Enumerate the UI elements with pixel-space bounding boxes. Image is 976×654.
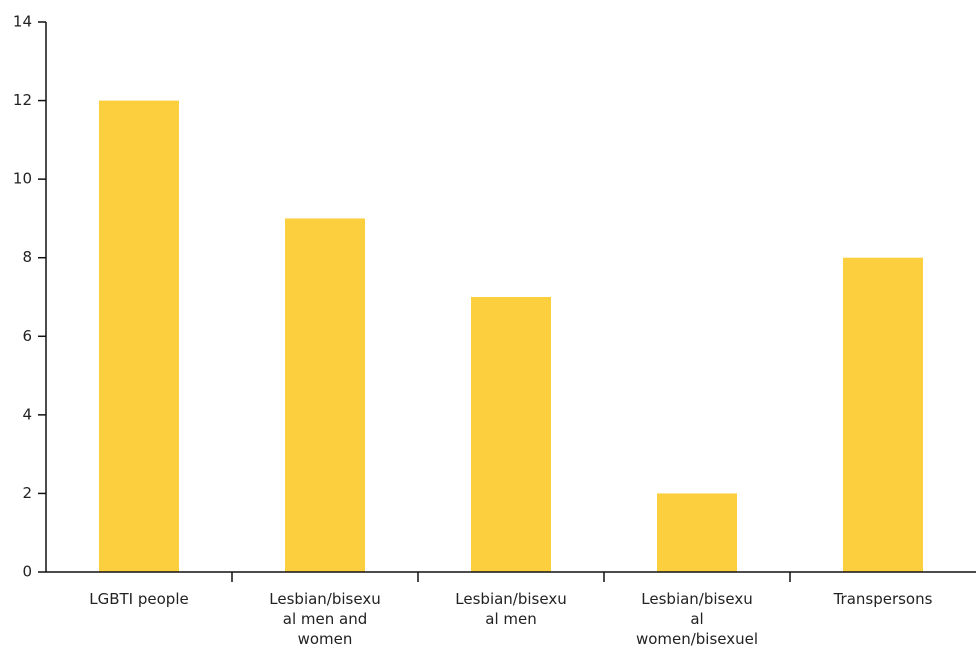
x-category-label-line: al [690,610,703,628]
x-category-label-line: Lesbian/bisexu [269,590,380,608]
x-category-label-line: Lesbian/bisexu [641,590,752,608]
bars-layer [99,100,923,572]
bar-4 [843,257,923,572]
y-tick-label-7: 14 [13,13,32,31]
x-category-label-line: women [298,630,353,648]
bar-2 [471,297,551,572]
x-category-label-0: LGBTI people [89,590,188,608]
y-tick-label-1: 2 [22,484,32,502]
x-category-label-line: women/bisexuel [636,630,758,648]
y-tick-label-5: 10 [13,170,32,188]
bar-3 [657,493,737,572]
x-category-label-line: LGBTI people [89,590,188,608]
x-category-label-line: Lesbian/bisexu [455,590,566,608]
y-tick-label-0: 0 [22,563,32,581]
axes-layer [38,21,976,582]
bar-0 [99,100,179,572]
x-category-label-4: Transpersons [833,590,933,608]
x-category-label-line: Transpersons [833,590,933,608]
x-category-label-1: Lesbian/bisexu al men and women [269,590,380,648]
x-category-label-3: Lesbian/bisexu al women/bisexuel [636,590,758,648]
y-tick-label-6: 12 [13,91,32,109]
x-category-label-line: al men [485,610,536,628]
bar-1 [285,218,365,572]
y-tick-label-4: 8 [22,248,32,266]
y-tick-label-2: 4 [22,405,32,423]
x-category-label-line: al men and [283,610,367,628]
labels-layer: 0 2 4 6 8 10 12 14 LGBTI people Lesbian/bisexu al … [13,13,933,649]
x-category-label-2: Lesbian/bisexu al men [455,590,566,628]
y-tick-label-3: 6 [22,327,32,345]
